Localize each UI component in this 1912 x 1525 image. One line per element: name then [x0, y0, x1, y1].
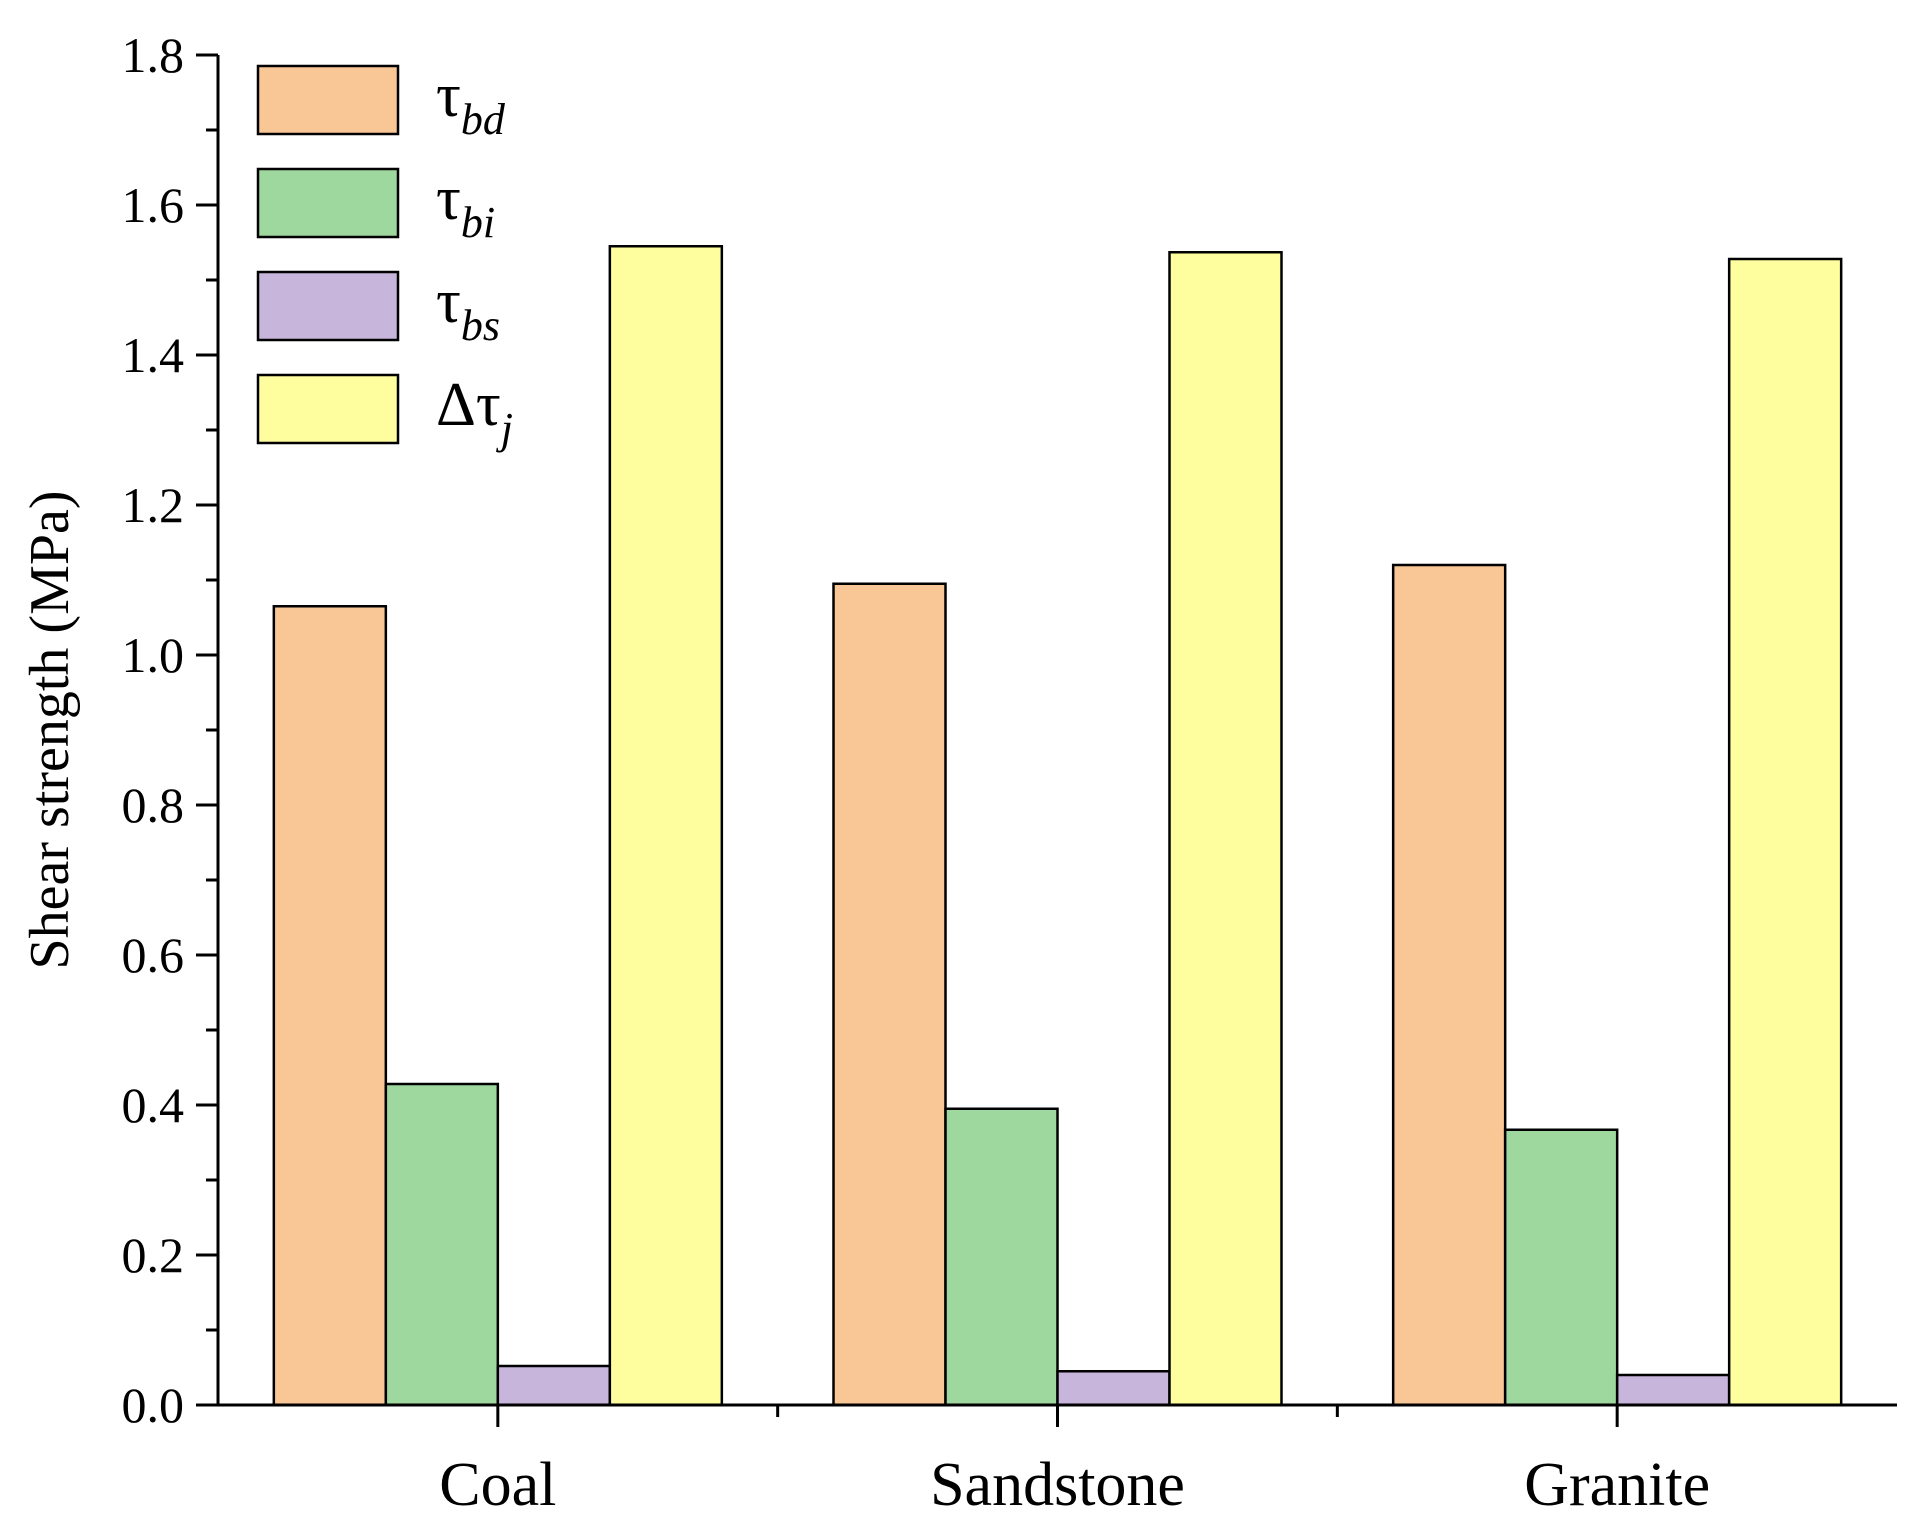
axes-layer: Coal Sandstone Granite 0.0 0.2 0.4 0.6 0.8 1.0 1.… [122, 27, 1897, 1519]
legend-label-1: τbd [436, 62, 506, 144]
x-tick-label-sandstone: Sandstone [930, 1451, 1185, 1519]
bar-sandstone-series-3 [1056, 1370, 1171, 1407]
y-tick-label: 1.6 [122, 177, 185, 233]
bar-coal-series-1 [272, 605, 388, 1407]
legend-swatch-1 [256, 64, 400, 136]
y-tick-label: 0.6 [122, 927, 185, 983]
legend-swatch-3 [256, 270, 400, 342]
y-tick-label: 0.4 [122, 1077, 185, 1133]
legend-label-4: Δτj [436, 371, 513, 453]
y-tick-label: 0.0 [122, 1377, 185, 1433]
y-tick-label: 1.0 [122, 627, 185, 683]
x-tick-label-granite: Granite [1524, 1451, 1710, 1519]
bars-layer [272, 245, 1843, 1407]
x-tick-label-coal: Coal [439, 1451, 556, 1519]
bar-coal-series-2 [384, 1082, 500, 1407]
y-tick-label: 1.8 [122, 27, 185, 83]
y-tick-label: 0.8 [122, 777, 185, 833]
bar-granite-series-3 [1615, 1373, 1731, 1407]
y-tick-label: 1.4 [122, 327, 185, 383]
y-tick-label: 0.2 [122, 1227, 185, 1283]
legend-swatch-4 [256, 373, 400, 445]
legend: τbd τbi τbs Δτj [256, 62, 513, 453]
bar-coal-series-4 [608, 245, 724, 1407]
bar-granite-series-1 [1391, 563, 1507, 1407]
bar-sandstone-series-1 [832, 582, 947, 1407]
y-tick-label: 1.2 [122, 477, 185, 533]
bar-sandstone-series-4 [1168, 251, 1283, 1407]
legend-label-3: τbs [436, 268, 500, 350]
bar-coal-series-3 [496, 1364, 612, 1407]
legend-swatch-2 [256, 167, 400, 239]
bar-sandstone-series-2 [944, 1107, 1059, 1407]
y-axis-title: Shear strength (MPa) [19, 490, 81, 969]
bar-granite-series-4 [1727, 257, 1843, 1407]
bar-granite-series-2 [1503, 1128, 1619, 1407]
legend-label-2: τbi [436, 165, 495, 247]
